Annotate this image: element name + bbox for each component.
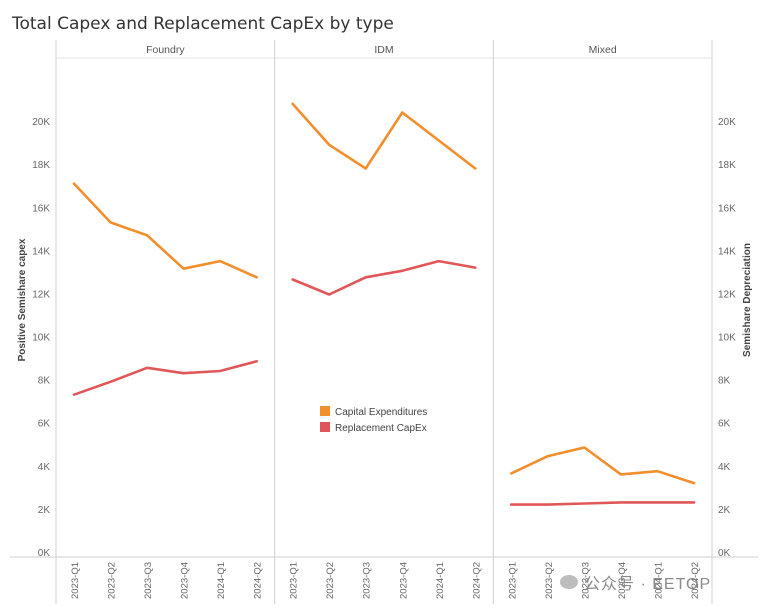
chart-title: Total Capex and Replacement CapEx by typ…: [12, 14, 394, 34]
y-tick-label-left: 8K: [38, 376, 51, 387]
y-tick-label-right: 8K: [718, 376, 731, 387]
legend-swatch-capital-expenditures: [320, 406, 330, 416]
y-tick-label-right: 10K: [718, 333, 736, 344]
y-axis-title-right: Semishare Depreciation: [742, 243, 753, 357]
series-line-mixed-replacement-capex: [509, 501, 696, 506]
x-tick-label: 2023-Q4: [180, 562, 191, 599]
x-tick-label: 2023-Q1: [70, 562, 81, 599]
x-tick-label: 2023-Q4: [398, 562, 409, 599]
x-tick-label: 2023-Q2: [107, 562, 118, 599]
y-tick-label-right: 16K: [718, 203, 736, 214]
x-tick-label: 2023-Q1: [507, 562, 518, 599]
y-tick-label-right: 12K: [718, 289, 736, 300]
series-line-mixed-capital-expenditures: [509, 446, 696, 485]
y-tick-label-left: 10K: [32, 333, 50, 344]
panel-header-foundry: Foundry: [146, 44, 185, 56]
x-tick-label: 2023-Q3: [143, 562, 154, 599]
panel-header-idm: IDM: [374, 44, 393, 56]
x-tick-label: 2023-Q4: [617, 562, 628, 599]
y-tick-label-left: 6K: [38, 419, 51, 430]
series-line-idm-capital-expenditures: [291, 102, 477, 170]
wechat-icon: [560, 575, 578, 589]
x-tick-label: 2024-Q2: [471, 562, 482, 599]
y-tick-label-left: 20K: [32, 117, 50, 128]
y-tick-label-left: 4K: [38, 462, 51, 473]
x-tick-label: 2023-Q2: [325, 562, 336, 599]
y-tick-label-right: 4K: [718, 462, 731, 473]
y-tick-label-right: 6K: [718, 419, 731, 430]
x-tick-label: 2024-Q2: [253, 562, 264, 599]
y-tick-label-right: 0K: [718, 548, 731, 559]
series-line-idm-replacement-capex: [291, 259, 477, 296]
watermark-text: 公众号 · EETOP: [584, 576, 712, 593]
x-tick-label: 2024-Q2: [690, 562, 701, 599]
panel-header-mixed: Mixed: [589, 44, 617, 56]
series-line-foundry-capital-expenditures: [72, 182, 259, 279]
y-tick-label-right: 2K: [718, 505, 731, 516]
y-tick-label-right: 18K: [718, 160, 736, 171]
y-tick-label-left: 2K: [38, 505, 51, 516]
y-tick-label-left: 0K: [38, 548, 51, 559]
legend-label: Replacement CapEx: [335, 423, 427, 434]
legend-label: Capital Expenditures: [335, 407, 427, 418]
legend-swatch-replacement-capex: [320, 422, 330, 432]
x-tick-label: 2023-Q1: [289, 562, 300, 599]
x-tick-label: 2024-Q1: [216, 562, 227, 599]
y-tick-label-left: 18K: [32, 160, 50, 171]
y-tick-label-right: 20K: [718, 117, 736, 128]
x-tick-label: 2024-Q1: [435, 562, 446, 599]
x-tick-label: 2023-Q2: [544, 562, 555, 599]
x-tick-label: 2024-Q1: [653, 562, 664, 599]
y-axis-title-left: Positive Semishare capex: [17, 238, 28, 361]
watermark: 公众号 · EETOP: [560, 570, 711, 594]
x-tick-label: 2023-Q3: [580, 562, 591, 599]
y-tick-label-left: 14K: [32, 246, 50, 257]
y-tick-label-left: 16K: [32, 203, 50, 214]
series-line-foundry-replacement-capex: [72, 359, 259, 397]
x-tick-label: 2023-Q3: [362, 562, 373, 599]
y-tick-label-left: 12K: [32, 289, 50, 300]
y-tick-label-right: 14K: [718, 246, 736, 257]
